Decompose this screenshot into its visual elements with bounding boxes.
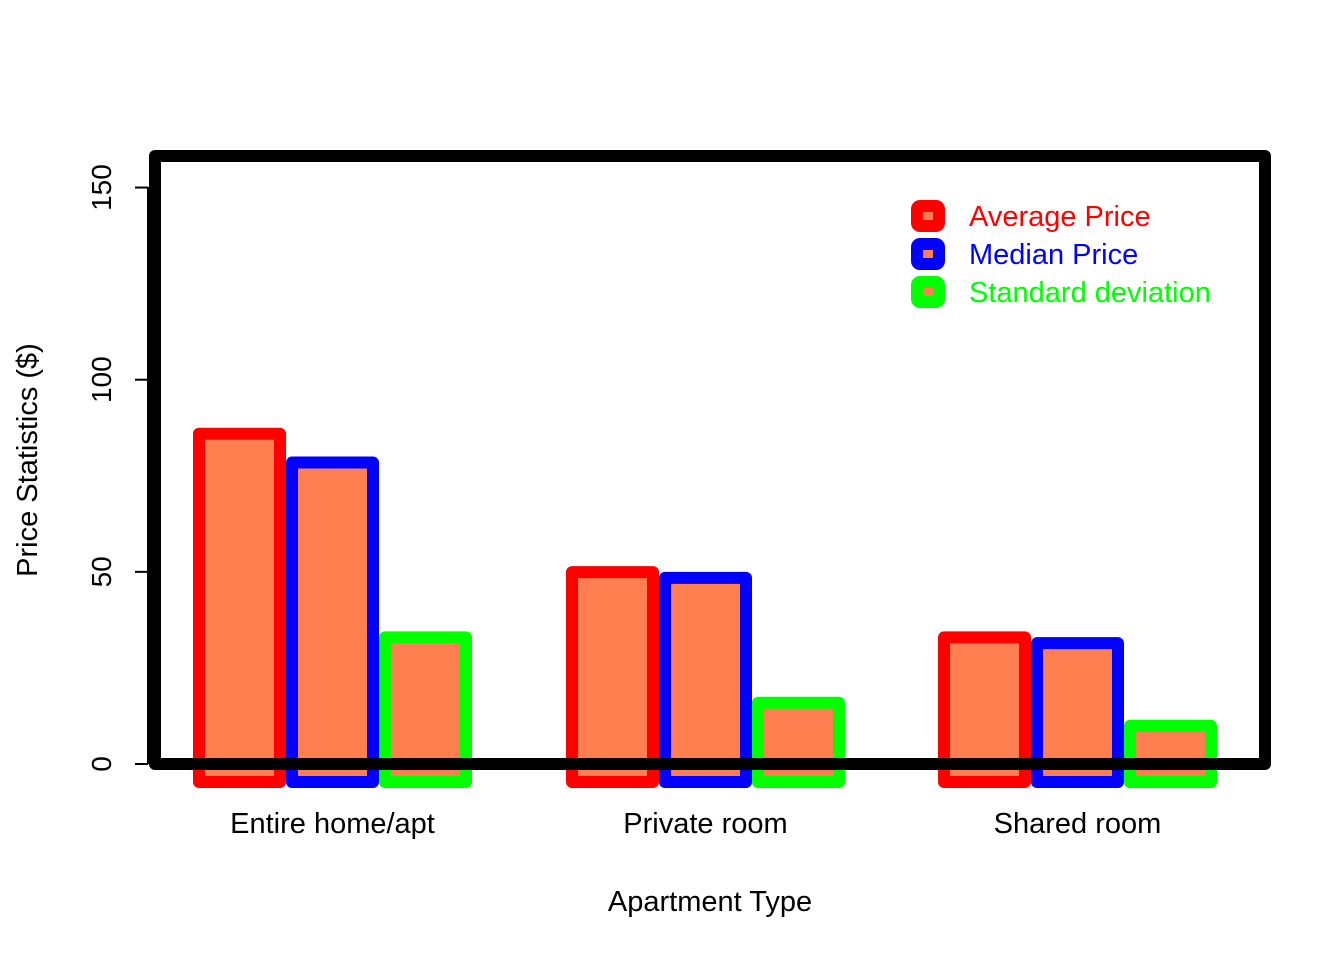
plot-frame [149,150,1271,770]
bar-3-2 [752,696,845,788]
bars-group [193,427,1217,789]
y-tick-label: 150 [86,164,117,211]
bar-1-2 [566,566,659,789]
x-tick-label: Private room [623,808,787,840]
bar-1-1 [193,427,286,788]
y-axis: 0 50 100 150 [86,164,149,772]
bar-2-1 [286,456,379,788]
bar-3-1 [379,631,472,788]
x-axis-title: Apartment Type [608,886,812,918]
y-tick-label: 50 [86,556,117,587]
legend-swatch [911,200,945,232]
legend-label: Average Price [969,201,1151,233]
bar-2-2 [659,571,752,788]
legend-label: Standard deviation [969,277,1211,309]
y-tick-label: 0 [86,756,117,772]
y-tick-label: 100 [86,356,117,403]
legend-label: Median Price [969,239,1138,271]
legend: Average Price Median Price Standard deviat… [911,200,1211,309]
category-labels: Entire home/apt Private room Shared room [230,808,1161,840]
bar-3-3 [1124,719,1217,788]
x-tick-label: Entire home/apt [230,808,435,840]
y-axis-title: Price Statistics ($) [12,343,44,577]
bar-1-3 [938,631,1031,788]
legend-swatch [911,238,945,270]
legend-swatch [911,276,945,308]
x-tick-label: Shared room [994,808,1162,840]
